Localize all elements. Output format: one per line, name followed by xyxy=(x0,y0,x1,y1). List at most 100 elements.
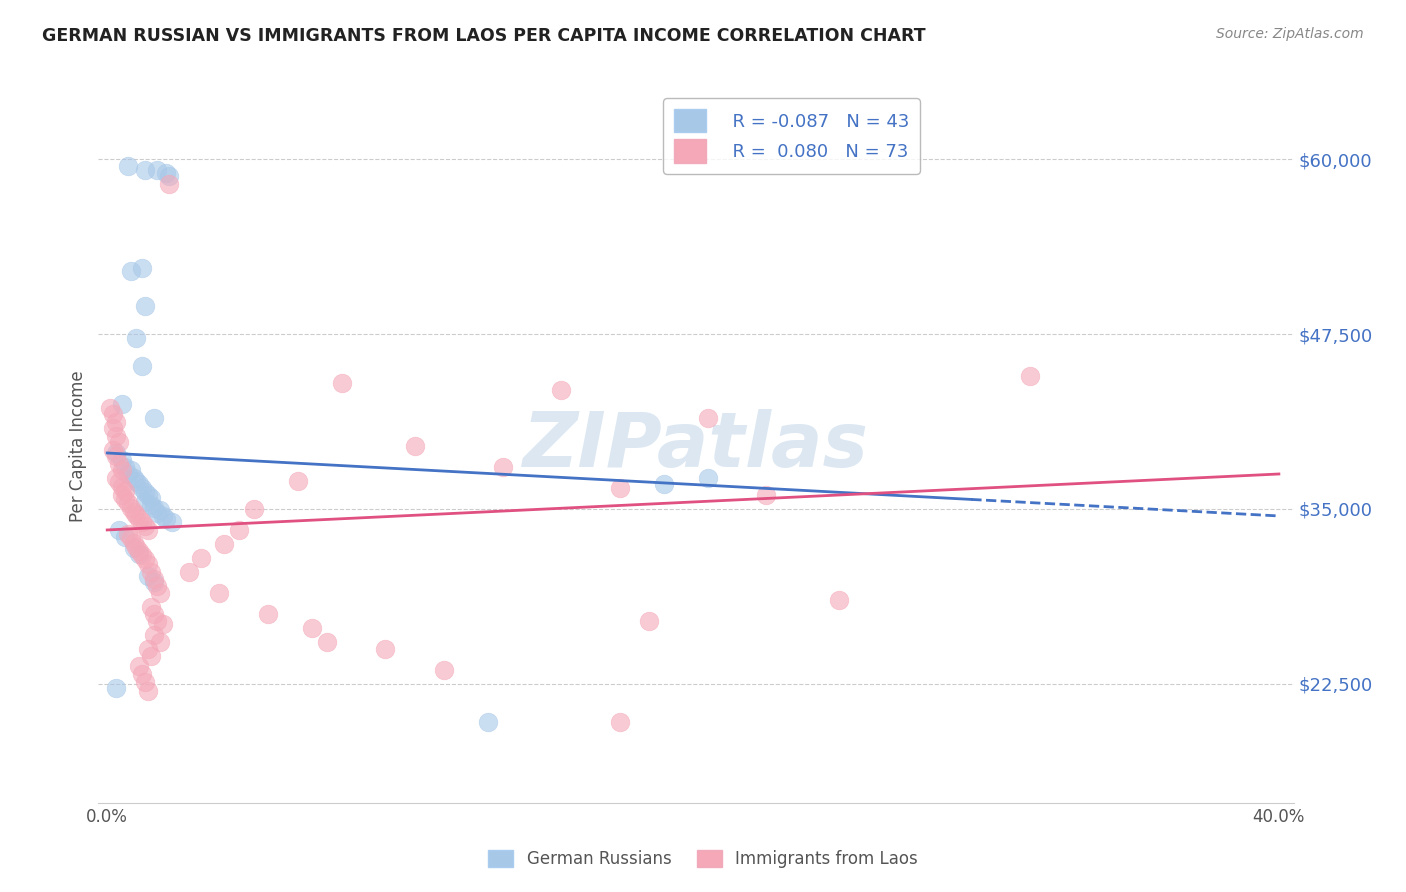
Point xyxy=(122,541,145,556)
Point xyxy=(207,586,229,600)
Point xyxy=(136,569,159,583)
Text: GERMAN RUSSIAN VS IMMIGRANTS FROM LAOS PER CAPITA INCOME CORRELATION CHART: GERMAN RUSSIAN VS IMMIGRANTS FROM LAOS P… xyxy=(42,27,925,45)
Point xyxy=(433,663,456,677)
Point xyxy=(105,429,127,443)
Point xyxy=(136,488,159,502)
Point xyxy=(134,299,156,313)
Point xyxy=(228,523,250,537)
Point xyxy=(128,476,150,491)
Point xyxy=(101,407,124,421)
Point xyxy=(609,714,631,729)
Point xyxy=(134,495,156,509)
Point xyxy=(128,547,150,561)
Point xyxy=(122,535,145,549)
Point xyxy=(134,163,156,178)
Point xyxy=(404,439,426,453)
Point xyxy=(146,614,169,628)
Point xyxy=(134,518,156,533)
Point xyxy=(125,508,148,522)
Point xyxy=(696,471,718,485)
Point xyxy=(141,565,162,579)
Point xyxy=(143,572,166,586)
Point xyxy=(550,383,572,397)
Point xyxy=(134,552,156,566)
Point xyxy=(122,505,145,519)
Point xyxy=(136,557,159,571)
Point xyxy=(143,607,166,621)
Point xyxy=(141,498,162,512)
Point xyxy=(101,421,124,435)
Point xyxy=(128,658,150,673)
Point xyxy=(111,453,134,467)
Point xyxy=(131,261,153,276)
Point xyxy=(149,503,172,517)
Point xyxy=(131,481,153,495)
Point xyxy=(117,159,139,173)
Point xyxy=(111,463,134,477)
Point xyxy=(143,411,166,425)
Point xyxy=(105,415,127,429)
Point xyxy=(125,540,148,554)
Point xyxy=(152,508,174,523)
Point xyxy=(146,163,169,178)
Point xyxy=(157,169,180,183)
Point xyxy=(149,586,172,600)
Point xyxy=(120,532,142,546)
Point xyxy=(609,481,631,495)
Point xyxy=(179,565,201,579)
Legend:   R = -0.087   N = 43,   R =  0.080   N = 73: R = -0.087 N = 43, R = 0.080 N = 73 xyxy=(664,98,920,174)
Point xyxy=(330,376,353,390)
Point xyxy=(114,492,136,507)
Point xyxy=(114,483,136,498)
Legend: German Russians, Immigrants from Laos: German Russians, Immigrants from Laos xyxy=(482,843,924,875)
Point xyxy=(374,641,396,656)
Point xyxy=(131,359,153,374)
Point xyxy=(111,479,134,493)
Point xyxy=(131,548,153,562)
Point xyxy=(828,593,851,607)
Text: Source: ZipAtlas.com: Source: ZipAtlas.com xyxy=(1216,27,1364,41)
Y-axis label: Per Capita Income: Per Capita Income xyxy=(69,370,87,522)
Point xyxy=(155,166,177,180)
Point xyxy=(143,500,166,515)
Point xyxy=(98,401,121,416)
Point xyxy=(136,684,159,698)
Point xyxy=(143,628,166,642)
Point xyxy=(111,488,134,502)
Point xyxy=(131,667,153,681)
Point xyxy=(652,476,675,491)
Point xyxy=(477,714,499,729)
Point xyxy=(120,264,142,278)
Point xyxy=(1018,369,1040,384)
Point xyxy=(638,614,661,628)
Point xyxy=(117,527,139,541)
Point xyxy=(120,463,142,477)
Point xyxy=(149,635,172,649)
Point xyxy=(108,434,131,449)
Point xyxy=(134,675,156,690)
Point xyxy=(105,446,127,460)
Point xyxy=(105,449,127,463)
Point xyxy=(122,471,145,485)
Point xyxy=(114,530,136,544)
Point xyxy=(105,681,127,695)
Point xyxy=(141,599,162,614)
Point xyxy=(108,523,131,537)
Point xyxy=(755,488,778,502)
Point xyxy=(108,475,131,490)
Point xyxy=(160,515,183,529)
Point xyxy=(125,474,148,488)
Point xyxy=(155,512,177,526)
Point xyxy=(146,579,169,593)
Point xyxy=(136,641,159,656)
Point xyxy=(242,502,264,516)
Point xyxy=(492,460,515,475)
Point xyxy=(136,523,159,537)
Point xyxy=(214,537,236,551)
Point xyxy=(190,550,212,565)
Point xyxy=(152,616,174,631)
Point xyxy=(108,457,131,471)
Point xyxy=(146,506,169,520)
Point xyxy=(131,515,153,529)
Point xyxy=(117,467,139,481)
